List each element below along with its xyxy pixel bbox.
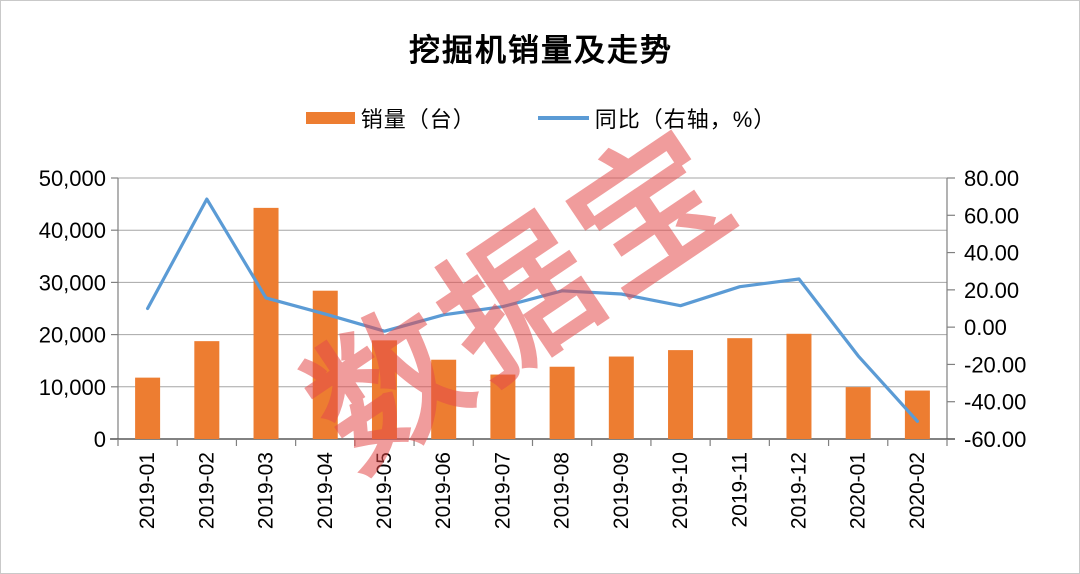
bar-2019-08 [549,366,575,439]
right-axis-label: -20.00 [964,352,1026,377]
bar-2019-10 [668,350,694,439]
x-axis-label: 2019-03 [255,452,278,529]
right-axis-label: 40.00 [964,241,1019,266]
legend-item-yoy: 同比（右轴，%） [537,102,777,134]
x-axis-label: 2019-06 [432,452,455,529]
chart-title: 挖掘机销量及走势 [409,33,673,68]
right-axis-label: -40.00 [964,390,1026,415]
legend-item-sales: 销量（台） [305,102,476,134]
left-axis-label: 50,000 [39,166,106,191]
x-axis-label: 2020-01 [847,452,870,529]
bar-2019-01 [135,377,161,439]
sales-bar-swatch-icon [305,112,355,124]
left-axis-label: 40,000 [39,218,106,243]
x-axis-label: 2019-08 [551,452,574,529]
x-axis-label: 2019-07 [491,452,514,529]
yoy-line-swatch-icon [537,116,589,120]
x-axis-label: 2019-04 [314,452,337,529]
bar-2019-02 [194,341,220,439]
yoy-trend-line [146,197,920,423]
x-axis-label: 2019-11 [728,452,751,528]
legend: 销量（台） 同比（右轴，%） [1,102,1079,134]
right-axis-label: 80.00 [964,166,1019,191]
left-axis-label: 10,000 [39,375,106,400]
x-axis-label: 2019-01 [136,452,159,529]
right-axis-label: 0.00 [964,315,1007,340]
bar-2019-12 [786,333,812,439]
right-axis-label: 20.00 [964,278,1019,303]
right-axis-label: 60.00 [964,203,1019,228]
bar-2019-03 [253,207,279,439]
x-axis-label: 2019-05 [373,452,396,529]
bar-2019-06 [431,359,457,439]
left-axis-label: 20,000 [39,323,106,348]
left-axis-label: 0 [94,427,106,452]
bar-2020-02 [904,390,930,439]
yoy-legend-label: 同比（右轴，%） [594,107,777,132]
x-axis-label: 2019-10 [669,452,692,529]
x-axis-label: 2020-02 [906,452,929,529]
x-axis-label: 2019-02 [195,452,218,529]
x-axis-label: 2019-12 [787,452,810,529]
bar-2019-07 [490,374,516,439]
x-axis-label: 2019-09 [610,452,633,529]
sales-legend-label: 销量（台） [360,107,476,132]
right-axis-label: -60.00 [964,427,1026,452]
bar-2019-09 [608,356,634,439]
bar-2019-05 [371,340,397,439]
left-axis-label: 30,000 [39,270,106,295]
bar-2019-11 [727,338,753,439]
bar-2020-01 [845,387,871,439]
